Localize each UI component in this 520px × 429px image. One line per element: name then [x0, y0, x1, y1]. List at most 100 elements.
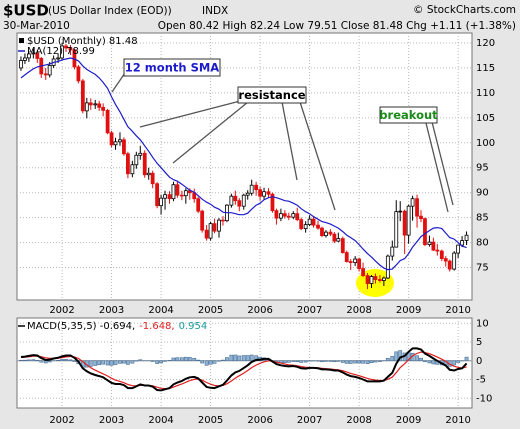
histogram-bar [183, 356, 188, 362]
candle-body [328, 231, 333, 235]
x-tick-label: 2002 [49, 305, 74, 316]
y-tick-label: 90 [476, 188, 489, 199]
candle-body [150, 172, 155, 185]
candle-body [23, 57, 27, 61]
candle-body [336, 238, 341, 242]
histogram-bar [303, 360, 308, 363]
candle-body [183, 190, 188, 197]
candle-body [229, 195, 234, 206]
exchange: INDX [202, 5, 228, 17]
histogram-bar [113, 360, 118, 365]
histogram-bar [233, 354, 238, 362]
y-tick-label: 5 [476, 337, 482, 348]
candle-body [348, 261, 353, 263]
candle-body [431, 241, 436, 251]
histogram-bar [378, 360, 382, 362]
histogram-bar [336, 360, 341, 362]
candle-body [365, 275, 370, 284]
arrow [425, 122, 449, 213]
histogram-bar [225, 357, 229, 362]
histogram-bar [282, 360, 287, 363]
candle-body [410, 198, 415, 207]
histogram-bar [286, 360, 291, 363]
candle-body [406, 205, 411, 236]
y-tick-label: 75 [476, 263, 489, 274]
candle-body [373, 276, 378, 280]
x-tick-label: 2008 [346, 305, 371, 316]
candle-body [241, 194, 246, 207]
candle-body [221, 219, 225, 222]
candle-body [378, 279, 382, 281]
candle-body [179, 194, 184, 197]
histogram-bar [126, 360, 130, 365]
annotation-box [123, 58, 221, 77]
histogram-bar [72, 360, 77, 362]
y-tick-label: 10 [476, 318, 489, 329]
histogram-bar [423, 360, 427, 363]
histogram-bar [344, 360, 349, 364]
x-tick-label: 2009 [396, 305, 421, 316]
candle-body [311, 218, 316, 226]
candle-body [105, 109, 110, 134]
histogram-bar [398, 350, 403, 362]
histogram-bar [68, 359, 73, 362]
candle-body [361, 268, 365, 276]
candle-body [295, 213, 300, 221]
histogram-bar [200, 360, 205, 364]
candle-body [159, 197, 163, 207]
candle-body [324, 231, 328, 237]
histogram-bar [26, 359, 31, 362]
x-tick-label: 2002 [49, 415, 74, 426]
candle-body [460, 240, 464, 246]
histogram-bar [23, 359, 27, 362]
candle-body [118, 139, 122, 143]
candle-body [56, 57, 60, 60]
candle-body [196, 198, 201, 212]
histogram-bar [179, 357, 184, 362]
candle-body [68, 47, 73, 51]
candle-body [274, 210, 279, 219]
candle-body [303, 224, 308, 230]
arrow [431, 121, 454, 206]
price-panel [16, 32, 473, 301]
histogram-bar [196, 359, 201, 362]
candle-body [35, 52, 40, 59]
histogram-bar [130, 360, 135, 364]
arrow [299, 101, 336, 211]
annotation: 12 month SMA [125, 61, 219, 75]
candle-body [31, 52, 36, 55]
candle-body [200, 210, 205, 231]
histogram-bar [155, 360, 160, 364]
candle-body [84, 102, 89, 112]
candle-body [254, 184, 259, 191]
x-tick-label: 2003 [99, 415, 124, 426]
histogram-bar [456, 360, 461, 363]
candle-body [171, 184, 176, 200]
histogram-bar [150, 360, 155, 362]
candle-body [398, 210, 403, 213]
legend-label: 0.954 [179, 321, 208, 332]
candle-body [332, 233, 337, 242]
histogram-bar [452, 360, 457, 366]
histogram-bar [204, 360, 209, 366]
candle-body [402, 210, 407, 236]
candle-body [439, 250, 444, 259]
y-tick-label: -5 [476, 375, 486, 386]
quote: Open 80.42 High 82.24 Low 79.51 Close 81… [158, 20, 516, 32]
histogram-bar [163, 360, 167, 362]
arrow [172, 101, 249, 164]
histogram-bar [159, 360, 163, 364]
histogram-bar [138, 359, 143, 362]
histogram-bar [245, 355, 250, 362]
candle-body [101, 106, 106, 111]
x-tick-label: 2004 [148, 305, 173, 316]
y-tick-label: 100 [476, 138, 495, 149]
x-tick-label: 2005 [198, 305, 223, 316]
candle-body [456, 244, 461, 254]
y-tick-label: 115 [476, 63, 495, 74]
histogram-bar [88, 360, 93, 367]
histogram-bar [212, 360, 217, 364]
y-tick-label: 110 [476, 88, 495, 99]
legend-label: -1.648, [139, 321, 174, 332]
